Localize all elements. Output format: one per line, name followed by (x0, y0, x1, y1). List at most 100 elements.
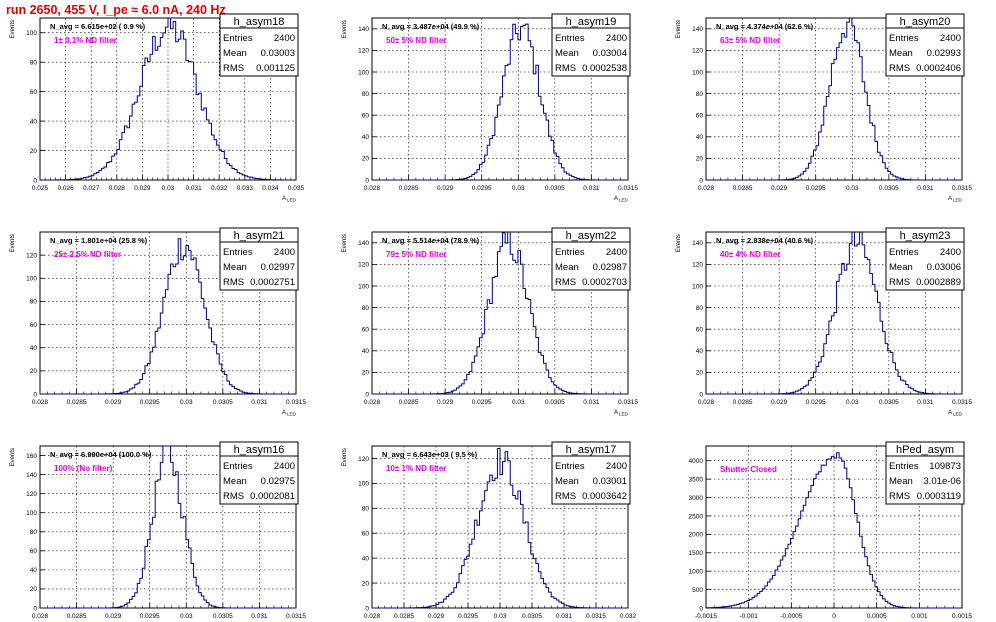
stats-value-rms: 0.0002889 (916, 277, 961, 288)
x-tick-label: 0.0285 (67, 399, 87, 406)
x-tick-label: 0.028 (698, 185, 715, 192)
y-axis-label: Events (10, 448, 16, 466)
y-tick-label: 60 (362, 531, 370, 538)
stats-box (551, 13, 631, 77)
stats-key-mean: Mean (555, 262, 579, 273)
x-tick-label: 0.031 (251, 613, 268, 620)
x-tick-label: 0.0285 (67, 613, 87, 620)
x-tick-label: 0.0285 (733, 185, 753, 192)
y-tick-label: 100 (358, 69, 369, 76)
stats-key-entries: Entries (555, 33, 585, 44)
histogram-panel-h_asym16: 0.028 0.0285 0.029 0.0295 0.03 0.0305 0.031 0.0… (10, 441, 306, 620)
y-tick-label: 0 (33, 605, 37, 612)
x-tick-label: 0.029 (437, 185, 454, 192)
y-tick-label: 80 (362, 305, 370, 312)
y-tick-label: 140 (26, 472, 37, 479)
stats-key-entries: Entries (555, 247, 585, 258)
y-tick-label: 3500 (689, 476, 704, 483)
x-tick-label: 0.03 (180, 399, 193, 406)
x-tick-label: 0.025 (32, 185, 49, 192)
y-tick-label: 80 (362, 506, 370, 513)
y-tick-label: 20 (696, 370, 704, 377)
stats-key-entries: Entries (889, 247, 919, 258)
y-tick-label: 100 (26, 30, 37, 37)
y-tick-label: 0 (365, 605, 369, 612)
x-tick-label: 0.028 (364, 185, 381, 192)
y-tick-label: 40 (30, 345, 38, 352)
y-axis-label: Events (342, 448, 348, 466)
y-tick-label: 60 (362, 113, 370, 120)
y-tick-label: 1500 (689, 550, 704, 557)
x-tick-label: 0.0315 (952, 399, 972, 406)
stats-box (885, 13, 965, 77)
y-tick-label: 140 (358, 26, 369, 33)
y-tick-label: 20 (30, 586, 38, 593)
filter-label: 10± 1% ND filter (386, 464, 446, 473)
stats-value-mean: 0.02997 (261, 262, 295, 273)
stats-box (885, 441, 965, 505)
stats-key-rms: RMS (889, 63, 910, 74)
x-tick-label: 0.029 (105, 613, 122, 620)
stats-key-mean: Mean (889, 262, 913, 273)
y-tick-label: 60 (30, 548, 38, 555)
y-tick-label: 20 (30, 148, 38, 155)
y-tick-label: 160 (26, 453, 37, 460)
x-tick-label: 0.032 (620, 613, 637, 620)
y-tick-label: 4000 (689, 458, 704, 465)
stats-key-mean: Mean (889, 476, 913, 487)
x-tick-label: 0.0315 (286, 399, 306, 406)
stats-value-entries: 2400 (606, 461, 627, 472)
stats-title: h_asym23 (900, 230, 951, 242)
stats-key-rms: RMS (555, 491, 576, 502)
stats-value-rms: 0.0002703 (582, 277, 627, 288)
stats-key-rms: RMS (223, 491, 244, 502)
stats-title: h_asym20 (900, 16, 951, 28)
x-tick-label: -0.0005 (780, 613, 802, 620)
stats-value-entries: 2400 (940, 247, 961, 258)
x-tick-label: 0.032 (211, 185, 228, 192)
filter-label: 63± 5% ND filter (720, 36, 780, 45)
x-tick-label: 0.033 (237, 185, 254, 192)
x-tick-label: 0.0015 (952, 613, 972, 620)
stats-key-entries: Entries (223, 247, 253, 258)
stats-key-rms: RMS (223, 63, 244, 74)
x-tick-label: 0 (832, 613, 836, 620)
y-tick-label: 140 (358, 240, 369, 247)
x-tick-label: 0.0305 (522, 613, 542, 620)
stats-key-rms: RMS (889, 491, 910, 502)
stats-value-entries: 2400 (274, 247, 295, 258)
stats-value-entries: 2400 (274, 461, 295, 472)
stats-title: hPed_asym (896, 444, 954, 456)
y-tick-label: 20 (362, 370, 370, 377)
x-axis-label: ALED (614, 410, 629, 417)
x-tick-label: 0.028 (109, 185, 126, 192)
y-tick-label: 500 (692, 587, 703, 594)
histogram-series (40, 445, 296, 609)
x-tick-label: 0.0315 (618, 399, 638, 406)
run-title: run 2650, 455 V, I_pe ≈ 6.0 nA, 240 Hz (6, 3, 226, 17)
y-tick-label: 60 (30, 322, 38, 329)
x-tick-label: 0.0285 (733, 399, 753, 406)
stats-box (885, 227, 965, 291)
y-tick-label: 0 (365, 177, 369, 184)
navg-label: N_avg = 1.801e+04 (25.8 %) (50, 236, 148, 245)
x-tick-label: 0.0305 (213, 399, 233, 406)
y-tick-label: 0 (33, 391, 37, 398)
y-tick-label: 2500 (689, 513, 704, 520)
y-tick-label: 60 (362, 327, 370, 334)
x-tick-label: 0.0315 (586, 613, 606, 620)
y-tick-label: 40 (362, 555, 370, 562)
navg-label: N_avg = 3.487e+04 (49.9 %) (382, 22, 480, 31)
y-tick-label: 0 (699, 605, 703, 612)
x-tick-label: 0.027 (83, 185, 100, 192)
filter-label: 50± 5% ND filter (386, 36, 446, 45)
y-tick-label: 80 (696, 305, 704, 312)
y-tick-label: 80 (696, 91, 704, 98)
x-tick-label: 0.029 (428, 613, 445, 620)
stats-value-rms: 0.0002751 (250, 277, 295, 288)
stats-value-mean: 0.02987 (593, 262, 627, 273)
x-tick-label: 0.028 (698, 399, 715, 406)
histogram-panel-h_asym21: 0.028 0.0285 0.029 0.0295 0.03 0.0305 0.031 0.0… (10, 227, 306, 417)
stats-value-entries: 2400 (940, 33, 961, 44)
